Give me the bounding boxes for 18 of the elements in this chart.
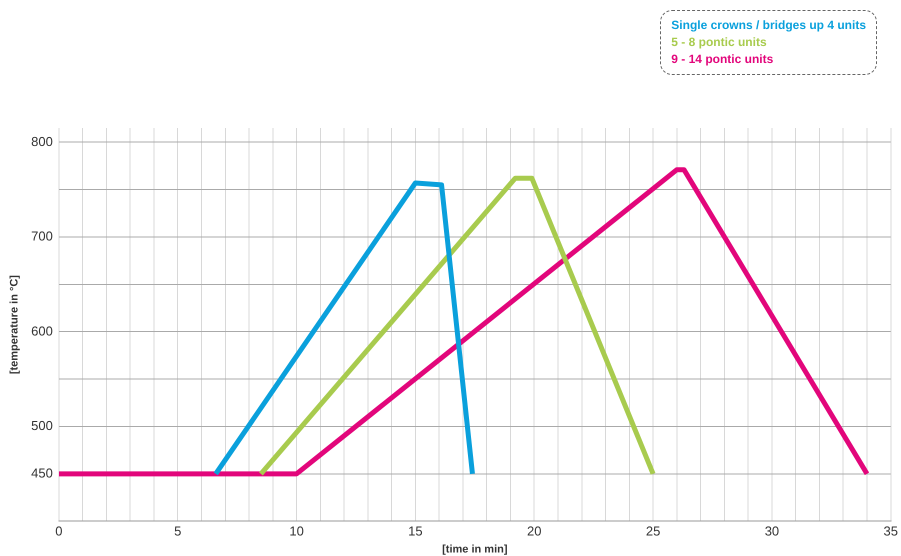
y-tick-label: 500 (31, 418, 53, 434)
x-tick-label: 20 (527, 524, 542, 539)
x-tick-label: 30 (764, 524, 780, 539)
x-axis-title: [time in min] (442, 543, 508, 556)
x-tick-label: 10 (289, 524, 304, 539)
x-tick-label: 35 (884, 524, 898, 539)
text: Single crowns / bridges up 4 units (671, 17, 866, 34)
text: 9 - 14 pontic units (671, 51, 774, 68)
x-tick-label: 15 (408, 524, 423, 539)
y-tick-label: 700 (31, 228, 53, 244)
y-tick-label: 600 (31, 323, 53, 338)
y-tick-label: 800 (31, 134, 53, 149)
x-tick-label: 25 (646, 524, 660, 539)
y-tick-label: 450 (31, 465, 53, 480)
x-tick-label: 5 (174, 524, 182, 539)
text: 5 - 8 pontic units (671, 34, 768, 51)
x-tick-label: 0 (55, 524, 63, 539)
y-axis-title: [temperature in °C] (8, 274, 21, 374)
